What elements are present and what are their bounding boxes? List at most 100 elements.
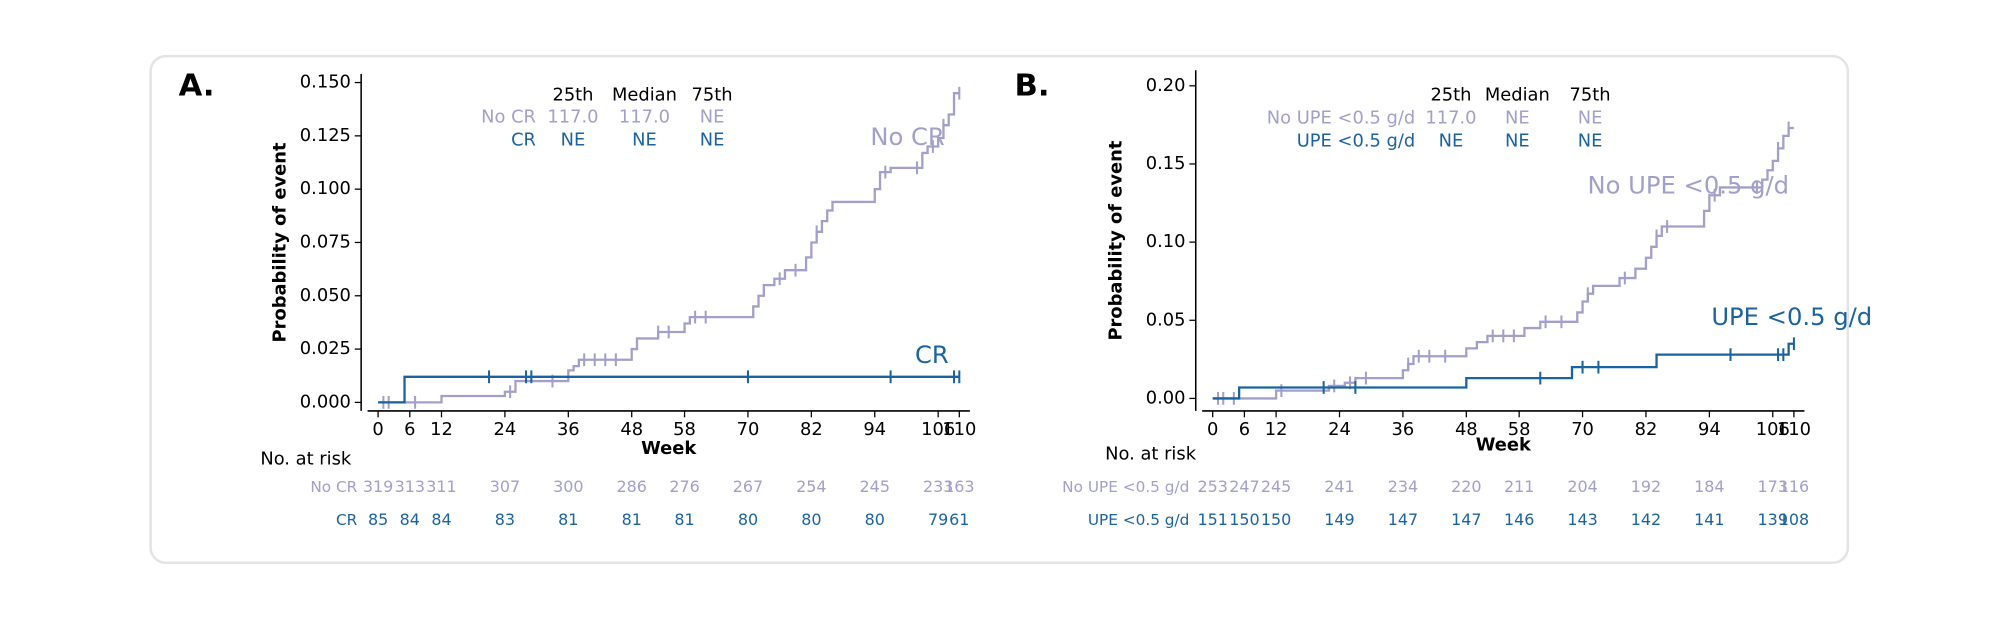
curve-label: No CR [870, 122, 945, 151]
x-axis-title: Week [1476, 434, 1532, 455]
x-tick-label: 106 [921, 419, 955, 440]
risk-count: 173 [1758, 477, 1788, 496]
panel-label: B. [1015, 68, 1050, 103]
risk-count: 80 [801, 510, 821, 529]
risk-row-label: CR [336, 511, 358, 529]
x-tick-label: 48 [620, 419, 643, 440]
risk-count: 149 [1324, 510, 1354, 529]
risk-count: 142 [1631, 510, 1661, 529]
risk-count: 84 [400, 510, 420, 529]
x-tick-label: 0 [372, 419, 383, 440]
y-tick-label: 0.050 [300, 285, 351, 306]
risk-count: 81 [622, 510, 642, 529]
risk-count: 143 [1567, 510, 1597, 529]
risk-count: 241 [1324, 477, 1354, 496]
summary-header: Median [612, 85, 677, 106]
risk-count: 286 [617, 477, 647, 496]
y-tick-label: 0.075 [300, 231, 351, 252]
summary-cell: NE [1578, 108, 1603, 129]
risk-count: 150 [1229, 510, 1259, 529]
km-curve [1212, 126, 1794, 400]
risk-title: No. at risk [260, 448, 352, 469]
y-tick-label: 0.125 [300, 125, 351, 146]
x-tick-label: 12 [1265, 419, 1288, 440]
risk-count: 211 [1504, 477, 1534, 496]
y-tick-label: 0.000 [300, 391, 351, 412]
risk-count: 141 [1694, 510, 1724, 529]
curve-label: No UPE <0.5 g/d [1588, 170, 1790, 199]
x-tick-label: 6 [1239, 419, 1250, 440]
risk-count: 84 [431, 510, 451, 529]
risk-count: 163 [944, 477, 974, 496]
risk-count: 247 [1229, 477, 1259, 496]
risk-count: 313 [395, 477, 425, 496]
x-tick-label: 82 [800, 419, 823, 440]
km-curve [378, 375, 960, 404]
x-tick-label: 12 [430, 419, 453, 440]
summary-header: 25th [552, 85, 593, 106]
x-tick-label: 106 [1756, 419, 1790, 440]
curve-label: UPE <0.5 g/d [1711, 302, 1872, 331]
y-tick-label: 0.150 [300, 72, 351, 93]
risk-row-label: No UPE <0.5 g/d [1062, 478, 1189, 496]
summary-cell: NE [700, 106, 725, 127]
curve-label: CR [915, 340, 949, 369]
risk-count: 80 [738, 510, 758, 529]
summary-header: 75th [692, 85, 733, 106]
risk-count: 83 [495, 510, 515, 529]
y-tick-label: 0.15 [1146, 153, 1186, 174]
x-tick-label: 70 [1571, 419, 1594, 440]
risk-count: 267 [733, 477, 763, 496]
panel-frame [149, 54, 1850, 565]
x-tick-label: 58 [1508, 419, 1531, 440]
x-tick-label: 48 [1455, 419, 1478, 440]
risk-count: 147 [1451, 510, 1481, 529]
x-tick-label: 58 [673, 419, 696, 440]
summary-row-label: No CR [481, 106, 536, 127]
summary-cell: 117.0 [619, 106, 670, 127]
y-tick-label: 0.20 [1146, 75, 1186, 96]
risk-count: 253 [1197, 477, 1227, 496]
summary-cell: NE [632, 129, 657, 150]
risk-count: 108 [1779, 510, 1809, 529]
x-tick-label: 70 [737, 419, 760, 440]
risk-count: 300 [553, 477, 583, 496]
risk-count: 220 [1451, 477, 1481, 496]
risk-count: 85 [368, 510, 388, 529]
x-tick-label: 110 [942, 419, 976, 440]
y-axis-title: Probability of event [270, 142, 291, 342]
summary-row-label: UPE <0.5 g/d [1297, 131, 1416, 152]
x-tick-label: 24 [494, 419, 517, 440]
y-tick-label: 0.025 [300, 338, 351, 359]
risk-count: 233 [923, 477, 953, 496]
summary-cell: 117.0 [1425, 108, 1476, 129]
x-tick-label: 36 [557, 419, 580, 440]
km-curve [1212, 342, 1794, 400]
risk-count: 245 [1261, 477, 1291, 496]
risk-count: 311 [426, 477, 456, 496]
summary-header: Median [1485, 85, 1550, 106]
km-curve [378, 92, 960, 404]
summary-cell: NE [1505, 108, 1530, 129]
panel-label: A. [179, 68, 215, 103]
risk-count: 319 [363, 477, 393, 496]
summary-cell: 117.0 [547, 106, 598, 127]
summary-cell: NE [700, 129, 725, 150]
x-tick-label: 94 [863, 419, 886, 440]
risk-count: 184 [1694, 477, 1724, 496]
risk-count: 307 [490, 477, 520, 496]
risk-title: No. at risk [1105, 443, 1197, 464]
summary-header: 25th [1430, 85, 1471, 106]
x-tick-label: 36 [1392, 419, 1415, 440]
risk-count: 80 [865, 510, 885, 529]
risk-count: 254 [796, 477, 826, 496]
summary-row-label: No UPE <0.5 g/d [1267, 108, 1416, 129]
y-tick-label: 0.00 [1146, 387, 1186, 408]
summary-cell: NE [1578, 131, 1603, 152]
risk-count: 146 [1504, 510, 1534, 529]
risk-count: 116 [1779, 477, 1809, 496]
risk-count: 204 [1567, 477, 1597, 496]
x-tick-label: 24 [1328, 419, 1351, 440]
risk-row-label: No CR [310, 478, 357, 496]
